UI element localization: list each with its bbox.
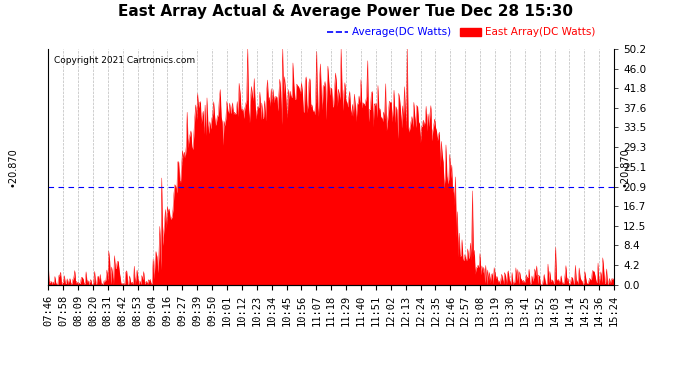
Text: •20.870: •20.870 — [620, 147, 630, 187]
Legend: Average(DC Watts), East Array(DC Watts): Average(DC Watts), East Array(DC Watts) — [323, 23, 600, 42]
Text: East Array Actual & Average Power Tue Dec 28 15:30: East Array Actual & Average Power Tue De… — [117, 4, 573, 19]
Text: •20.870: •20.870 — [7, 147, 17, 187]
Text: Copyright 2021 Cartronics.com: Copyright 2021 Cartronics.com — [54, 56, 195, 65]
